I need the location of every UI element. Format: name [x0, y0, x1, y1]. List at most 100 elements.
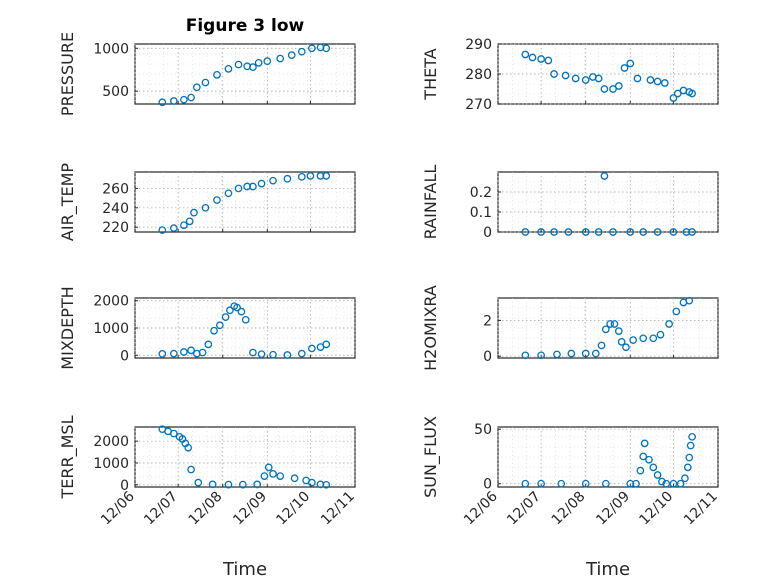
y-tick-label: 2000 — [93, 434, 129, 450]
data-point — [550, 70, 558, 78]
data-point — [253, 480, 262, 489]
y-tick-label: 0 — [120, 478, 129, 494]
data-point — [658, 477, 666, 486]
data-point — [521, 228, 530, 236]
data-point — [653, 471, 662, 479]
data-point — [649, 463, 658, 472]
data-point — [169, 224, 178, 232]
data-point — [688, 432, 696, 441]
data-point — [184, 443, 193, 452]
data-point — [645, 455, 653, 464]
series-markers — [521, 432, 696, 488]
data-point — [180, 348, 188, 356]
y-tick-label: 2000 — [93, 294, 129, 310]
data-point — [567, 349, 576, 358]
x-tick-label: 12/10 — [273, 489, 313, 529]
data-point — [198, 348, 207, 357]
data-point — [614, 327, 623, 335]
x-tick-label: 12/09 — [230, 489, 270, 529]
data-point — [276, 54, 285, 63]
data-point — [180, 221, 188, 230]
data-point — [660, 79, 669, 87]
data-point — [685, 296, 694, 305]
data-point — [600, 172, 609, 180]
y-tick-label: 500 — [102, 84, 129, 100]
grid — [497, 172, 719, 233]
data-point — [620, 64, 629, 72]
data-point — [297, 172, 306, 181]
data-point — [614, 82, 623, 90]
data-point — [653, 228, 662, 236]
data-point — [201, 78, 210, 87]
data-point — [537, 55, 545, 63]
y-tick-label: 0 — [483, 225, 492, 241]
y-tick-label: 0 — [483, 349, 492, 365]
data-point — [169, 349, 178, 358]
data-point — [622, 343, 630, 352]
data-point — [221, 313, 230, 321]
data-point — [609, 85, 617, 93]
y-axis-label: THETA — [421, 48, 440, 100]
data-point — [544, 56, 553, 65]
data-point — [665, 320, 673, 328]
y-axis-label: AIR_TEMP — [58, 163, 78, 241]
y-axis-label: PRESSURE — [58, 32, 77, 116]
data-point — [561, 71, 570, 80]
y-axis-label: RAINFALL — [421, 165, 440, 240]
data-point — [669, 479, 678, 488]
y-tick-label: 290 — [465, 37, 492, 53]
data-point — [260, 472, 269, 480]
grid — [134, 298, 356, 358]
subplot-8: 0 50 SUN_FLUX 12/06 12/07 12/08 12/09 12/10 12/1… — [421, 416, 721, 580]
data-point — [276, 472, 285, 480]
data-point — [521, 351, 530, 360]
data-point — [597, 341, 606, 350]
data-point — [322, 480, 331, 489]
data-point — [187, 93, 195, 102]
data-point — [237, 307, 246, 316]
data-point — [249, 63, 257, 71]
grid — [497, 298, 719, 358]
subplot-2: 270 280 290 THETA — [421, 37, 719, 113]
data-point — [322, 172, 331, 180]
data-point — [254, 59, 263, 67]
data-point — [158, 350, 167, 358]
data-point — [571, 74, 580, 83]
series-markers — [521, 172, 696, 236]
series-markers — [158, 302, 331, 359]
data-point — [234, 184, 243, 193]
data-point — [639, 334, 648, 343]
data-point — [672, 307, 681, 316]
data-point — [688, 228, 696, 236]
data-point — [287, 51, 296, 59]
y-tick-label: 280 — [465, 67, 492, 83]
x-tick-label: 12/08 — [186, 489, 226, 529]
data-point — [283, 351, 292, 359]
data-point — [581, 228, 590, 236]
data-point — [283, 174, 292, 183]
y-tick-label: 220 — [102, 220, 129, 236]
data-point — [581, 349, 590, 358]
data-point — [257, 350, 266, 359]
data-point — [669, 94, 678, 102]
data-point — [192, 83, 201, 92]
data-point — [233, 303, 241, 312]
data-point — [226, 306, 234, 315]
data-point — [688, 89, 696, 98]
data-point — [685, 453, 694, 462]
data-point — [537, 228, 545, 236]
data-point — [636, 466, 645, 475]
data-point — [257, 179, 266, 188]
data-point — [297, 47, 306, 56]
data-point — [606, 320, 615, 328]
data-point — [537, 479, 545, 488]
grid — [134, 44, 356, 104]
data-point — [215, 321, 224, 330]
data-point — [594, 74, 603, 83]
data-point — [322, 340, 331, 349]
x-tick-label: 12/08 — [549, 489, 589, 529]
data-point — [194, 478, 203, 487]
data-point — [238, 480, 247, 489]
data-point — [557, 479, 566, 488]
